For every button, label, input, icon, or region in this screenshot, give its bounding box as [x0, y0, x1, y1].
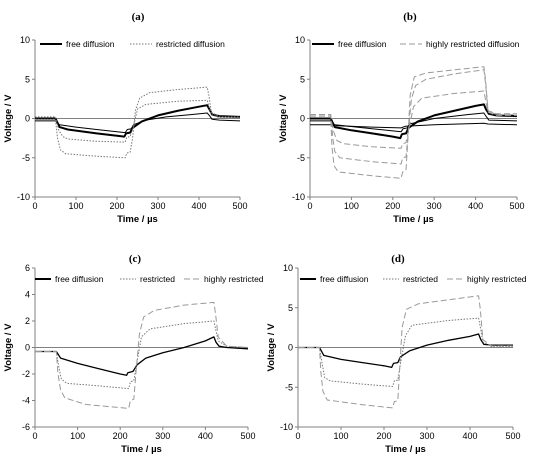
x-tick-label: 500	[240, 431, 255, 441]
y-tick-label: -5	[22, 153, 30, 163]
y-tick-label: 0	[288, 343, 293, 353]
series-line-solid	[298, 333, 513, 369]
x-tick-label: 0	[32, 431, 37, 441]
x-tick-label: 500	[509, 201, 524, 211]
y-tick-label: -5	[285, 382, 293, 392]
series-line-dotted	[35, 99, 240, 143]
panel-title: (b)	[403, 11, 417, 23]
series-line-dashed	[298, 295, 513, 409]
x-tick-label: 100	[344, 201, 359, 211]
panel-title: (d)	[391, 253, 405, 265]
panel-title: (c)	[129, 253, 142, 265]
series-line-dotted	[35, 86, 240, 159]
x-tick-label: 0	[32, 201, 37, 211]
series-line-dotted	[298, 317, 513, 387]
x-axis-label: Time / µs	[121, 444, 162, 455]
y-tick-label: 2	[25, 316, 30, 326]
y-axis-label: Voltage / V	[3, 323, 14, 372]
x-tick-label: 300	[150, 201, 165, 211]
x-tick-label: 0	[307, 201, 312, 211]
x-tick-label: 0	[295, 431, 300, 441]
y-tick-label: 5	[25, 74, 30, 84]
chart-panel-c: (c) -6 -4 -2 0 2 4 6 0 100 200 300 400 500 Time / µs Vo…	[3, 253, 264, 455]
x-tick-label: 200	[385, 201, 400, 211]
x-tick-label: 400	[462, 431, 477, 441]
legend-label: restricted diffusion	[156, 39, 225, 49]
x-tick-label: 400	[468, 201, 483, 211]
y-tick-label: -5	[297, 153, 305, 163]
legend-label: free diffusion	[66, 39, 115, 49]
y-tick-label: -10	[17, 192, 30, 202]
y-tick-label: 6	[25, 263, 30, 273]
y-tick-label: -6	[22, 422, 30, 432]
series-line-dashed	[310, 90, 517, 149]
y-tick-label: 10	[295, 35, 305, 45]
legend-label: restricted	[140, 274, 175, 284]
x-tick-label: 500	[232, 201, 247, 211]
y-tick-label: 5	[300, 74, 305, 84]
x-tick-label: 400	[198, 431, 213, 441]
x-tick-label: 100	[68, 201, 83, 211]
y-tick-label: -10	[280, 422, 293, 432]
x-tick-label: 400	[191, 201, 206, 211]
x-tick-label: 200	[376, 431, 391, 441]
x-axis-label: Time / µs	[393, 214, 434, 225]
series-line-solid	[35, 104, 241, 138]
legend-label: highly restricted	[467, 274, 527, 284]
x-tick-label: 100	[333, 431, 348, 441]
x-tick-label: 200	[113, 431, 128, 441]
y-axis-label: Voltage / V	[278, 94, 289, 143]
series-line-solid	[310, 103, 518, 140]
y-axis-label: Voltage / V	[266, 323, 277, 372]
legend-label: free diffusion	[55, 274, 104, 284]
y-tick-label: 0	[25, 343, 30, 353]
series-line-dashed	[35, 301, 249, 409]
x-tick-label: 300	[427, 201, 442, 211]
series-line-dotted	[35, 320, 249, 390]
x-tick-label: 100	[70, 431, 85, 441]
legend-label: highly restricted	[204, 274, 264, 284]
y-tick-label: 0	[25, 114, 30, 124]
series-line-solid	[35, 112, 241, 134]
y-tick-label: 4	[25, 290, 30, 300]
y-tick-label: -4	[22, 396, 30, 406]
x-tick-label: 300	[155, 431, 170, 441]
x-axis-label: Time / µs	[117, 214, 158, 225]
y-axis-label: Voltage / V	[3, 94, 14, 143]
y-tick-label: -2	[22, 369, 30, 379]
y-tick-label: 0	[300, 114, 305, 124]
series-line-solid	[35, 336, 249, 376]
legend-label: highly restricted diffusion	[426, 39, 520, 49]
y-tick-label: 5	[288, 303, 293, 313]
y-tick-label: 10	[20, 35, 30, 45]
y-tick-label: 10	[283, 263, 293, 273]
legend-label: restricted	[403, 274, 438, 284]
x-tick-label: 500	[505, 431, 520, 441]
legend-label: free diffusion	[338, 39, 387, 49]
legend-label: free diffusion	[320, 274, 369, 284]
x-tick-label: 200	[109, 201, 124, 211]
y-tick-label: -10	[292, 192, 305, 202]
x-axis-label: Time / µs	[385, 444, 426, 455]
panel-title: (a)	[132, 11, 145, 23]
series-line-dashed	[310, 66, 517, 179]
x-tick-label: 300	[419, 431, 434, 441]
